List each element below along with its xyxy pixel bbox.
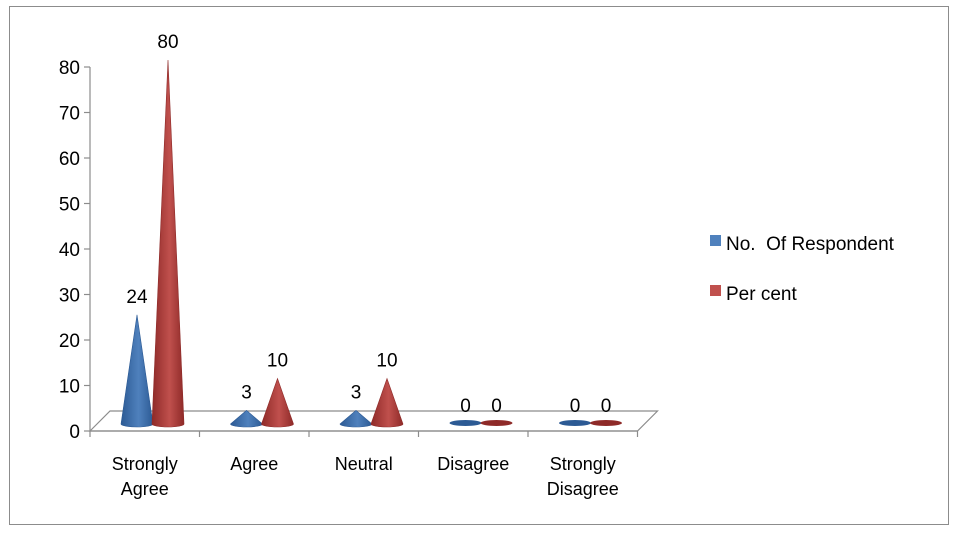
data-label: 3 — [351, 382, 362, 403]
cone-bar[interactable] — [339, 409, 373, 428]
x-category-label: Agree — [230, 454, 278, 474]
legend-swatch — [710, 285, 721, 296]
cone-bar[interactable] — [480, 420, 513, 426]
data-label: 0 — [570, 396, 581, 417]
y-axis: 0 10 20 30 40 50 60 70 80 — [59, 58, 91, 443]
y-tick-label: 70 — [59, 104, 80, 125]
y-tick-label: 50 — [59, 195, 80, 216]
data-label: 24 — [126, 287, 148, 308]
x-category-label-line: Disagree — [547, 479, 619, 499]
data-label: 0 — [460, 396, 471, 417]
y-tick-label: 40 — [59, 240, 80, 261]
cone-bar[interactable] — [590, 420, 622, 426]
y-tick-label: 0 — [69, 422, 80, 443]
y-tick-label: 20 — [59, 331, 80, 352]
x-category-label-line: Neutral — [335, 454, 393, 474]
y-tick-label: 10 — [59, 377, 80, 398]
x-category-label: Strongly Agree — [112, 454, 178, 499]
legend: No. Of Respondent Per cent — [710, 234, 895, 305]
x-category-label-line: Agree — [121, 479, 169, 499]
legend-label: Per cent — [726, 284, 797, 305]
x-category-label: Neutral — [335, 454, 393, 474]
data-label: 80 — [157, 32, 178, 53]
data-label: 0 — [491, 396, 502, 417]
y-tick-label: 80 — [59, 58, 80, 79]
x-category-label-line: Agree — [230, 454, 278, 474]
cone-bar[interactable] — [370, 377, 404, 428]
x-category-label: Strongly Disagree — [547, 454, 619, 499]
data-label: 10 — [267, 351, 288, 372]
legend-swatch — [710, 235, 721, 246]
y-tick-label: 60 — [59, 149, 80, 170]
cone-bar[interactable] — [559, 420, 591, 426]
y-tick-label: 30 — [59, 286, 80, 307]
x-category-label-line: Strongly — [112, 454, 178, 474]
cone-bar[interactable] — [261, 377, 294, 428]
data-label: 10 — [376, 351, 397, 372]
x-category-label-line: Strongly — [550, 454, 616, 474]
cone-bar[interactable] — [230, 409, 263, 428]
legend-label: No. Of Respondent — [726, 234, 895, 255]
data-label: 3 — [241, 382, 252, 403]
cone-bar[interactable] — [449, 420, 482, 426]
x-category-label-line: Disagree — [437, 454, 509, 474]
data-label: 0 — [601, 396, 612, 417]
plot-area — [120, 59, 622, 428]
x-category-label: Disagree — [437, 454, 509, 474]
cone-bar[interactable] — [151, 59, 185, 428]
cone-bar[interactable] — [120, 314, 154, 428]
